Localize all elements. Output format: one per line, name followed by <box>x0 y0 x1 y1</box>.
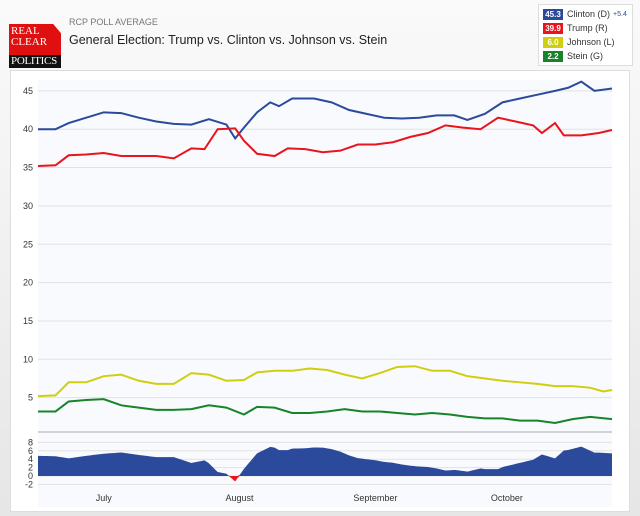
x-tick-label: August <box>226 493 255 503</box>
y-tick-label: 20 <box>23 278 33 288</box>
x-tick-label: September <box>353 493 397 503</box>
legend-value: 2.2 <box>543 50 563 62</box>
plot-area <box>38 80 612 507</box>
spread-y-tick-label: 0 <box>28 471 33 481</box>
legend-label: Johnson (L) <box>567 37 615 47</box>
legend-label: Clinton (D) <box>567 9 611 19</box>
x-tick-label: October <box>491 493 523 503</box>
legend-label: Stein (G) <box>567 51 604 61</box>
legend-stein[interactable]: 2.2 Stein (G) <box>543 50 603 62</box>
spread-y-tick-label: 8 <box>28 437 33 447</box>
legend-trump[interactable]: 39.9 Trump (R) <box>543 22 608 34</box>
y-tick-label: 15 <box>23 316 33 326</box>
legend-clinton[interactable]: 45.3 Clinton (D) +5.4 <box>543 8 627 20</box>
rcp-logo: REAL CLEAR POLITICS <box>9 24 61 68</box>
y-tick-label: 30 <box>23 201 33 211</box>
legend-label: Trump (R) <box>567 23 608 33</box>
series-line-stein <box>38 398 613 424</box>
subtitle: RCP POLL AVERAGE <box>69 17 158 27</box>
legend-value: 39.9 <box>543 22 563 34</box>
legend-value: 45.3 <box>543 8 563 20</box>
spread-value: +5.4 <box>613 10 627 18</box>
y-tick-label: 35 <box>23 163 33 173</box>
spread-y-tick-label: 6 <box>28 446 33 456</box>
y-tick-label: 25 <box>23 239 33 249</box>
series-line-clinton <box>38 80 613 141</box>
series-line-trump <box>37 116 613 168</box>
spread-y-tick-label: -2 <box>25 479 33 489</box>
x-tick-label: July <box>96 493 113 503</box>
spread-y-tick-label: 4 <box>28 454 33 464</box>
spread-y-tick-label: 2 <box>28 463 33 473</box>
legend-value: 6.0 <box>543 36 563 48</box>
page-title: General Election: Trump vs. Clinton vs. … <box>69 33 388 47</box>
y-tick-label: 10 <box>23 354 33 364</box>
legend-johnson[interactable]: 6.0 Johnson (L) <box>543 36 615 48</box>
series-line-johnson <box>37 365 613 398</box>
y-tick-label: 5 <box>28 393 33 403</box>
y-tick-label: 45 <box>23 86 33 96</box>
y-tick-label: 40 <box>23 124 33 134</box>
spread-area-positive <box>38 446 612 476</box>
legend: 45.3 Clinton (D) +5.4 39.9 Trump (R) 6.0 Joh… <box>538 4 633 66</box>
